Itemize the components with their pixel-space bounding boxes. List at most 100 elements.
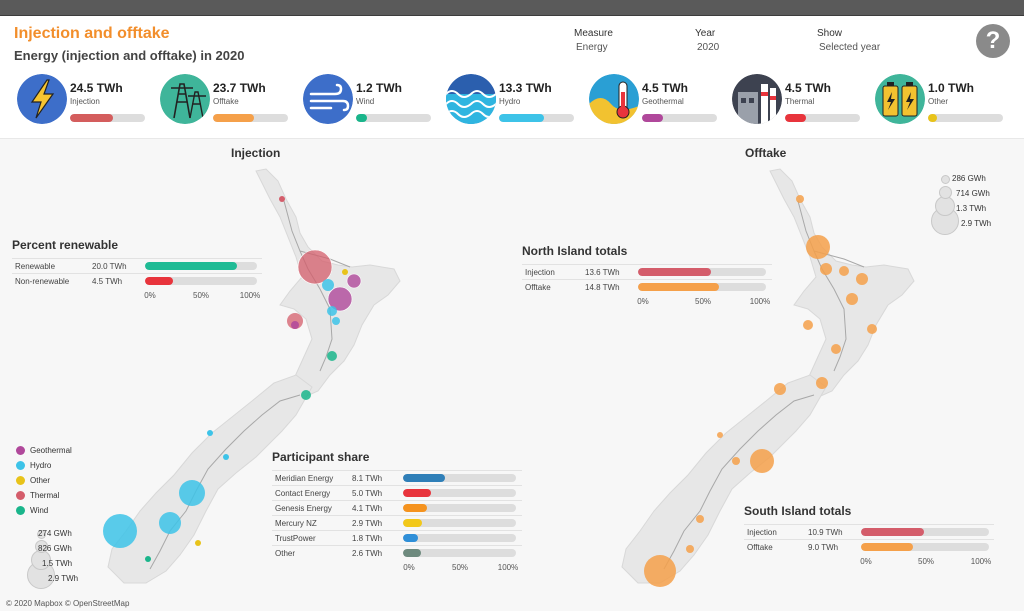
wind-station-marker[interactable] (145, 556, 151, 562)
size-label: 1.5 TWh (42, 559, 73, 568)
offtake-marker[interactable] (732, 457, 740, 465)
help-button[interactable]: ? (976, 24, 1010, 58)
row-bar (403, 534, 516, 542)
list-item[interactable]: Offtake 9.0 TWh (744, 539, 994, 554)
offtake-marker[interactable] (796, 195, 804, 203)
kpi-value: 4.5 TWh (642, 81, 689, 95)
north-island-title: North Island totals (522, 244, 628, 258)
kpi-label: Geothermal (642, 97, 684, 106)
map-attribution[interactable]: © 2020 Mapbox © OpenStreetMap (6, 599, 130, 608)
hydro-station-marker[interactable] (207, 430, 213, 436)
year-filter-value[interactable]: 2020 (697, 42, 720, 53)
row-label: Injection (747, 528, 777, 537)
hydro-station-marker[interactable] (322, 279, 334, 291)
offtake-marker[interactable] (696, 515, 704, 523)
list-item[interactable]: Offtake 14.8 TWh (522, 279, 772, 294)
kpi-bar (213, 114, 288, 122)
percent-axis: 0% 50% 100% (12, 288, 262, 300)
row-bar (403, 519, 516, 527)
offtake-marker[interactable] (803, 320, 813, 330)
offtake-marker[interactable] (816, 377, 828, 389)
show-filter-value[interactable]: Selected year (819, 42, 881, 53)
hydro-station-marker[interactable] (332, 317, 340, 325)
offtake-marker[interactable] (856, 273, 868, 285)
size-label: 1.3 TWh (956, 204, 987, 213)
kpi-label: Hydro (499, 97, 521, 106)
measure-filter[interactable]: Measure Energy (574, 28, 613, 53)
kpi-bar-fill (70, 114, 113, 122)
year-filter[interactable]: Year 2020 (695, 28, 719, 53)
hydro-station-marker[interactable] (159, 512, 181, 534)
list-item[interactable]: Injection 13.6 TWh (522, 264, 772, 279)
geothermal-station-marker[interactable] (291, 321, 299, 329)
row-bar-fill (403, 534, 418, 542)
offtake-marker[interactable] (686, 545, 694, 553)
row-bar (861, 528, 989, 536)
dashboard-header: Injection and offtake Energy (injection … (0, 16, 1024, 138)
offtake-marker[interactable] (846, 293, 858, 305)
kpi-bar (785, 114, 860, 122)
offtake-marker[interactable] (717, 432, 723, 438)
south-island-totals-panel: South Island totals Injection 10.9 TWh O… (744, 504, 994, 566)
offtake-marker[interactable] (774, 383, 786, 395)
measure-filter-value[interactable]: Energy (576, 42, 608, 53)
injection-south-island-shape (107, 374, 313, 584)
hydro-station-marker[interactable] (103, 514, 137, 548)
geothermal-station-marker[interactable] (346, 273, 362, 289)
row-bar-fill (145, 262, 237, 270)
geothermal-station-marker[interactable] (327, 286, 353, 312)
row-value: 9.0 TWh (808, 543, 839, 552)
other-station-marker[interactable] (279, 196, 285, 202)
wind-station-marker[interactable] (301, 390, 311, 400)
legend-item-geothermal[interactable]: Geothermal (16, 443, 72, 458)
percent-axis: 0% 50% 100% (272, 560, 522, 572)
lightning-icon (17, 74, 67, 124)
row-label: Injection (525, 268, 555, 277)
table-row[interactable]: TrustPower 1.8 TWh (272, 530, 522, 545)
size-label: 274 GWh (38, 529, 72, 538)
participant-name: TrustPower (275, 534, 316, 543)
list-item[interactable]: Injection 10.9 TWh (744, 524, 994, 539)
other-station-marker[interactable] (195, 540, 201, 546)
offtake-marker[interactable] (806, 235, 830, 259)
table-row[interactable]: Genesis Energy 4.1 TWh (272, 500, 522, 515)
size-label: 714 GWh (956, 189, 990, 198)
kpi-bar (70, 114, 145, 122)
offtake-marker[interactable] (750, 449, 774, 473)
kpi-bar-fill (499, 114, 544, 122)
offtake-marker[interactable] (820, 263, 832, 275)
offtake-marker[interactable] (867, 324, 877, 334)
offtake-marker[interactable] (839, 266, 849, 276)
axis-tick: 100% (239, 291, 261, 300)
list-item[interactable]: Renewable 20.0 TWh (12, 258, 262, 273)
table-row[interactable]: Contact Energy 5.0 TWh (272, 485, 522, 500)
offtake-marker[interactable] (831, 344, 841, 354)
row-label: Offtake (747, 543, 773, 552)
legend-label: Geothermal (30, 446, 72, 455)
row-value: 14.8 TWh (585, 283, 620, 292)
thermometer-icon (589, 74, 639, 124)
fuel-type-legend: Geothermal Hydro Other Thermal Wind (16, 443, 72, 518)
table-row[interactable]: Other 2.6 TWh (272, 545, 522, 560)
legend-item-thermal[interactable]: Thermal (16, 488, 72, 503)
thermal-station-marker[interactable] (297, 249, 333, 285)
table-row[interactable]: Mercury NZ 2.9 TWh (272, 515, 522, 530)
row-bar-fill (861, 543, 914, 551)
show-filter[interactable]: Show Selected year (817, 28, 880, 53)
size-label: 2.9 TWh (961, 219, 992, 228)
offtake-marker[interactable] (644, 555, 676, 587)
wind-station-marker[interactable] (327, 351, 337, 361)
list-item[interactable]: Non-renewable 4.5 TWh (12, 273, 262, 288)
table-row[interactable]: Meridian Energy 8.1 TWh (272, 470, 522, 485)
hydro-station-marker[interactable] (327, 306, 337, 316)
top-toolbar (0, 0, 1024, 16)
legend-item-wind[interactable]: Wind (16, 503, 72, 518)
legend-item-other[interactable]: Other (16, 473, 72, 488)
offtake-size-legend: 286 GWh 714 GWh 1.3 TWh 2.9 TWh (930, 172, 1010, 235)
legend-item-hydro[interactable]: Hydro (16, 458, 72, 473)
hydro-station-marker[interactable] (223, 454, 229, 460)
other-station-marker[interactable] (342, 269, 348, 275)
legend-dot (16, 506, 25, 515)
maps-canvas[interactable] (0, 139, 1024, 611)
hydro-station-marker[interactable] (179, 480, 205, 506)
